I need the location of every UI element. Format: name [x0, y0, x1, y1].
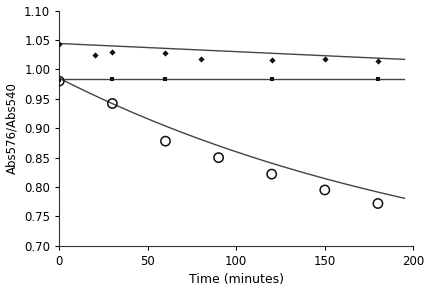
Point	[162, 77, 169, 82]
Point	[375, 58, 381, 63]
Point	[375, 77, 381, 81]
Point	[197, 57, 204, 62]
Point	[268, 172, 275, 176]
Point	[162, 51, 169, 55]
Point	[321, 56, 328, 61]
Point	[91, 52, 98, 57]
Point	[109, 49, 116, 54]
Point	[215, 155, 222, 160]
Point	[109, 77, 116, 82]
Y-axis label: Abs576/Abs540: Abs576/Abs540	[6, 82, 18, 174]
X-axis label: Time (minutes): Time (minutes)	[189, 273, 284, 286]
Point	[321, 188, 328, 192]
Point	[268, 77, 275, 82]
Point	[56, 78, 63, 82]
Point	[268, 58, 275, 62]
Point	[375, 201, 381, 206]
Point	[56, 42, 63, 46]
Point	[162, 139, 169, 143]
Point	[56, 79, 63, 84]
Point	[109, 101, 116, 106]
